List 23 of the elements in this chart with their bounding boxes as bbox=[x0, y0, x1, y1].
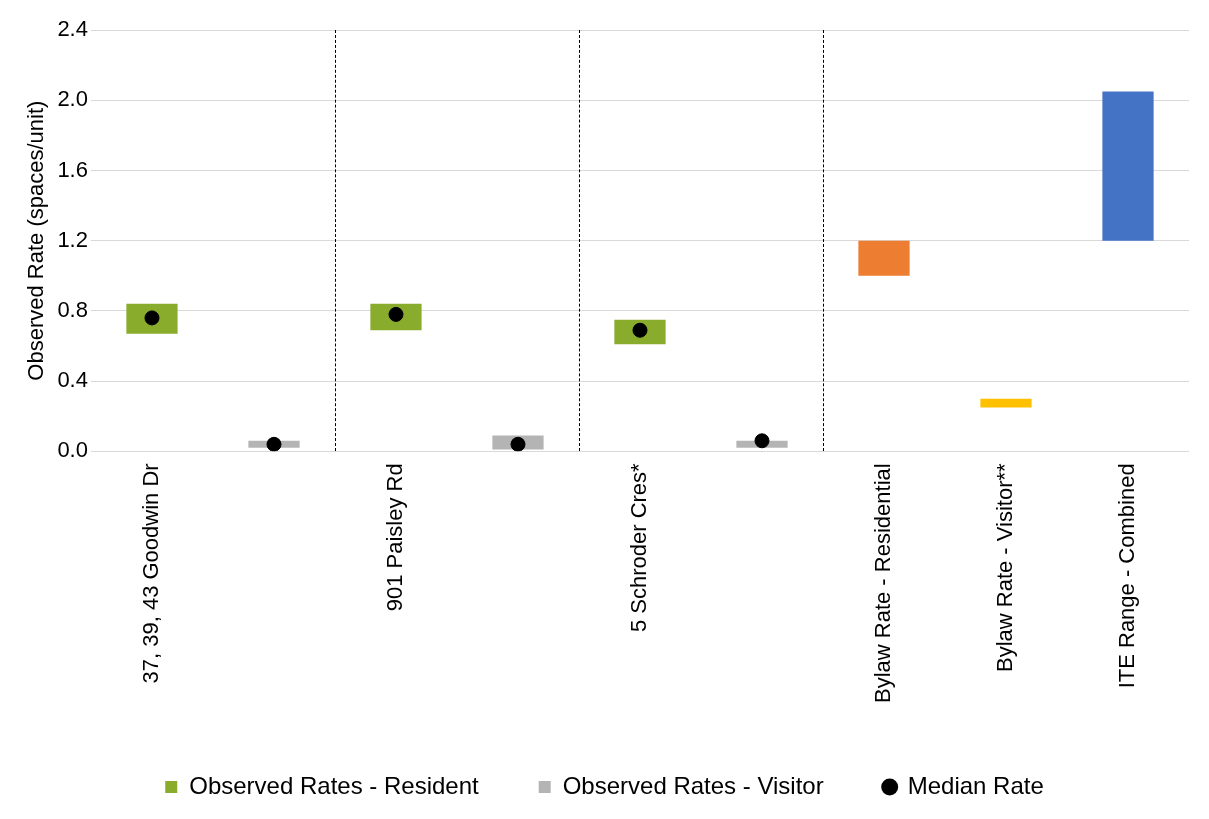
point bbox=[510, 436, 526, 452]
x-tick-label: Bylaw Rate - Visitor** bbox=[992, 462, 1018, 673]
x-tick-label: 5 Schroder Cres* bbox=[626, 462, 652, 633]
bar bbox=[980, 398, 1032, 408]
legend-label: Observed Rates - Visitor bbox=[562, 771, 824, 799]
y-tick-label: 2.0 bbox=[57, 86, 88, 112]
x-tick-label: 37, 39, 43 Goodwin Dr bbox=[138, 463, 164, 684]
x-tick-label: Bylaw Rate - Residential bbox=[870, 463, 896, 704]
y-tick-label: 0.0 bbox=[57, 437, 88, 463]
y-tick-label: 2.4 bbox=[57, 16, 88, 42]
legend-label: Observed Rates - Resident bbox=[189, 771, 480, 799]
x-tick-label: ITE Range - Combined bbox=[1114, 463, 1140, 689]
bar bbox=[1102, 91, 1154, 241]
y-tick-label: 0.8 bbox=[57, 296, 88, 322]
y-axis-title: Observed Rate (spaces/unit) bbox=[23, 100, 49, 381]
point bbox=[266, 436, 282, 452]
bar bbox=[858, 240, 910, 276]
y-tick-label: 1.6 bbox=[57, 156, 88, 182]
y-tick-label: 0.4 bbox=[57, 367, 88, 393]
x-tick-label: 901 Paisley Rd bbox=[382, 463, 408, 612]
y-tick-label: 1.2 bbox=[57, 226, 88, 252]
legend-label: Median Rate bbox=[907, 771, 1044, 799]
point bbox=[754, 433, 770, 449]
